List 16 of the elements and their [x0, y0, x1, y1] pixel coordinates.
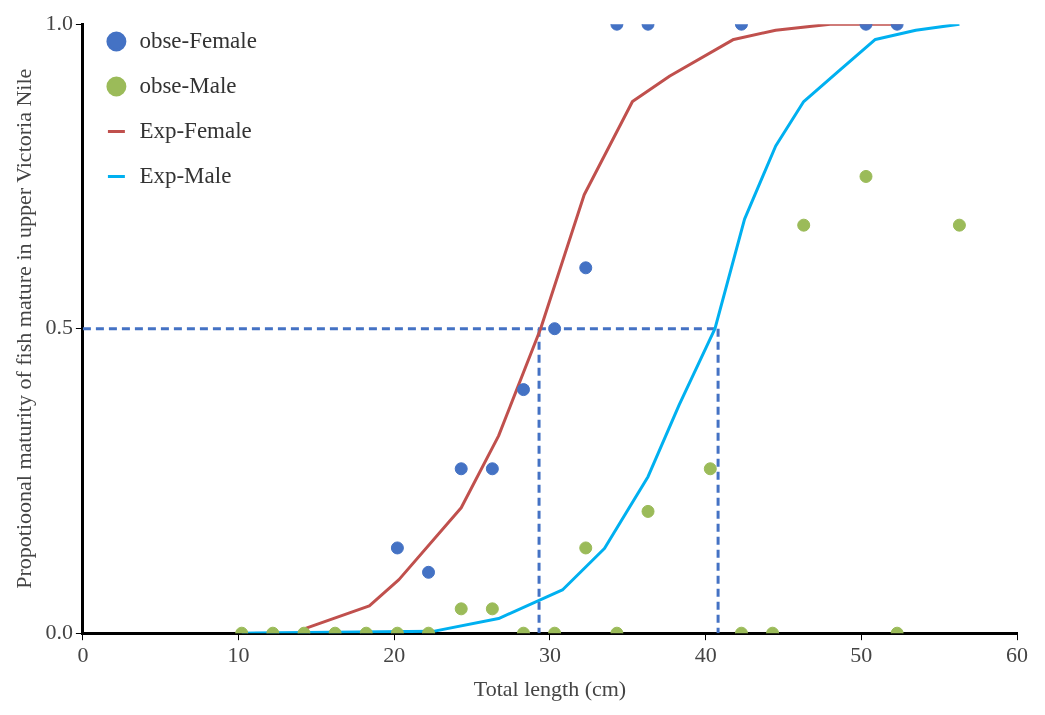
y-tick-label: 0.0	[45, 618, 73, 644]
legend-label: obse-Female	[139, 27, 257, 53]
legend-label: Exp-Female	[139, 117, 252, 143]
legend-label: Exp-Male	[139, 162, 232, 188]
x-tick-label: 20	[383, 642, 406, 668]
x-axis-title: Total length (cm)	[473, 675, 627, 701]
y-axis-title: Propotioonal maturity of fish mature in upper Victoria Nile	[10, 68, 36, 589]
legend-label: obse-Male	[139, 72, 237, 98]
x-tick-label: 30	[538, 642, 561, 668]
x-tick-label: 50	[850, 642, 873, 668]
y-tick-label: 1.0	[45, 9, 73, 35]
x-tick-label: 40	[694, 642, 717, 668]
y-tick-label: 0.5	[45, 314, 73, 340]
x-tick-label: 0	[77, 642, 89, 668]
x-tick-label: 60	[1006, 642, 1028, 668]
x-tick-label: 10	[227, 642, 250, 668]
